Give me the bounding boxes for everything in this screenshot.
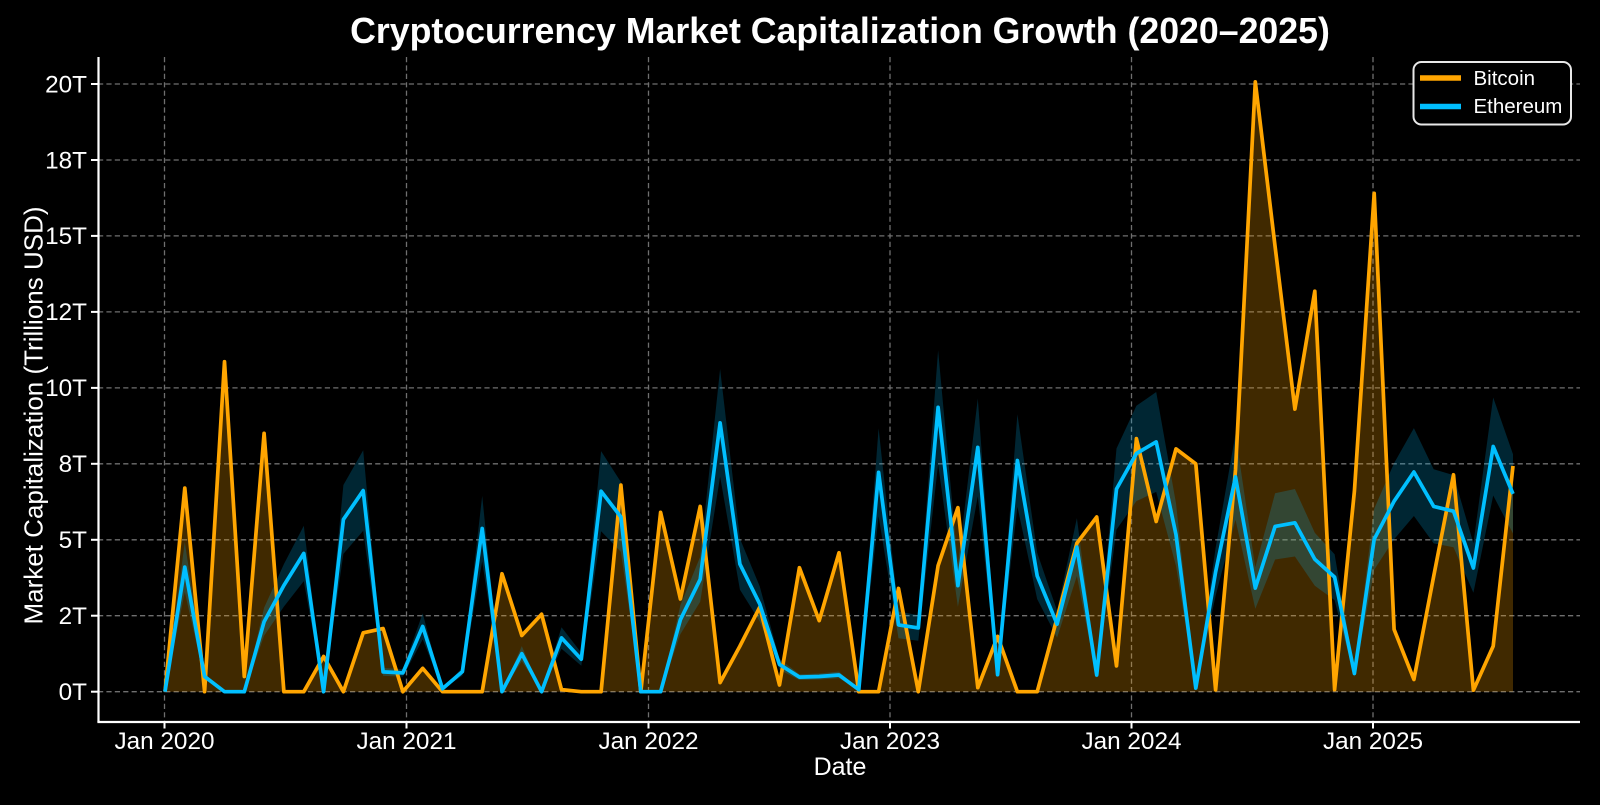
svg-text:18T: 18T <box>45 147 87 174</box>
svg-text:15T: 15T <box>45 223 87 250</box>
svg-text:20T: 20T <box>45 71 87 98</box>
svg-text:Ethereum: Ethereum <box>1474 95 1563 118</box>
svg-text:0T: 0T <box>59 679 88 706</box>
svg-text:Jan 2022: Jan 2022 <box>599 728 699 755</box>
svg-text:10T: 10T <box>45 375 87 402</box>
svg-text:2T: 2T <box>59 603 88 630</box>
svg-text:Date: Date <box>814 753 867 781</box>
svg-text:Jan 2021: Jan 2021 <box>357 728 457 755</box>
svg-text:Jan 2024: Jan 2024 <box>1082 728 1182 755</box>
svg-text:8T: 8T <box>59 451 88 478</box>
svg-text:12T: 12T <box>45 299 87 326</box>
svg-text:Market Capitalization (Trillio: Market Capitalization (Trillions USD) <box>19 206 49 624</box>
svg-text:Jan 2023: Jan 2023 <box>840 728 940 755</box>
svg-text:5T: 5T <box>59 527 88 554</box>
svg-text:Bitcoin: Bitcoin <box>1474 67 1536 90</box>
svg-text:Jan 2025: Jan 2025 <box>1323 728 1423 755</box>
svg-text:Jan 2020: Jan 2020 <box>115 728 215 755</box>
svg-text:Cryptocurrency Market Capitali: Cryptocurrency Market Capitalization Gro… <box>350 11 1330 51</box>
